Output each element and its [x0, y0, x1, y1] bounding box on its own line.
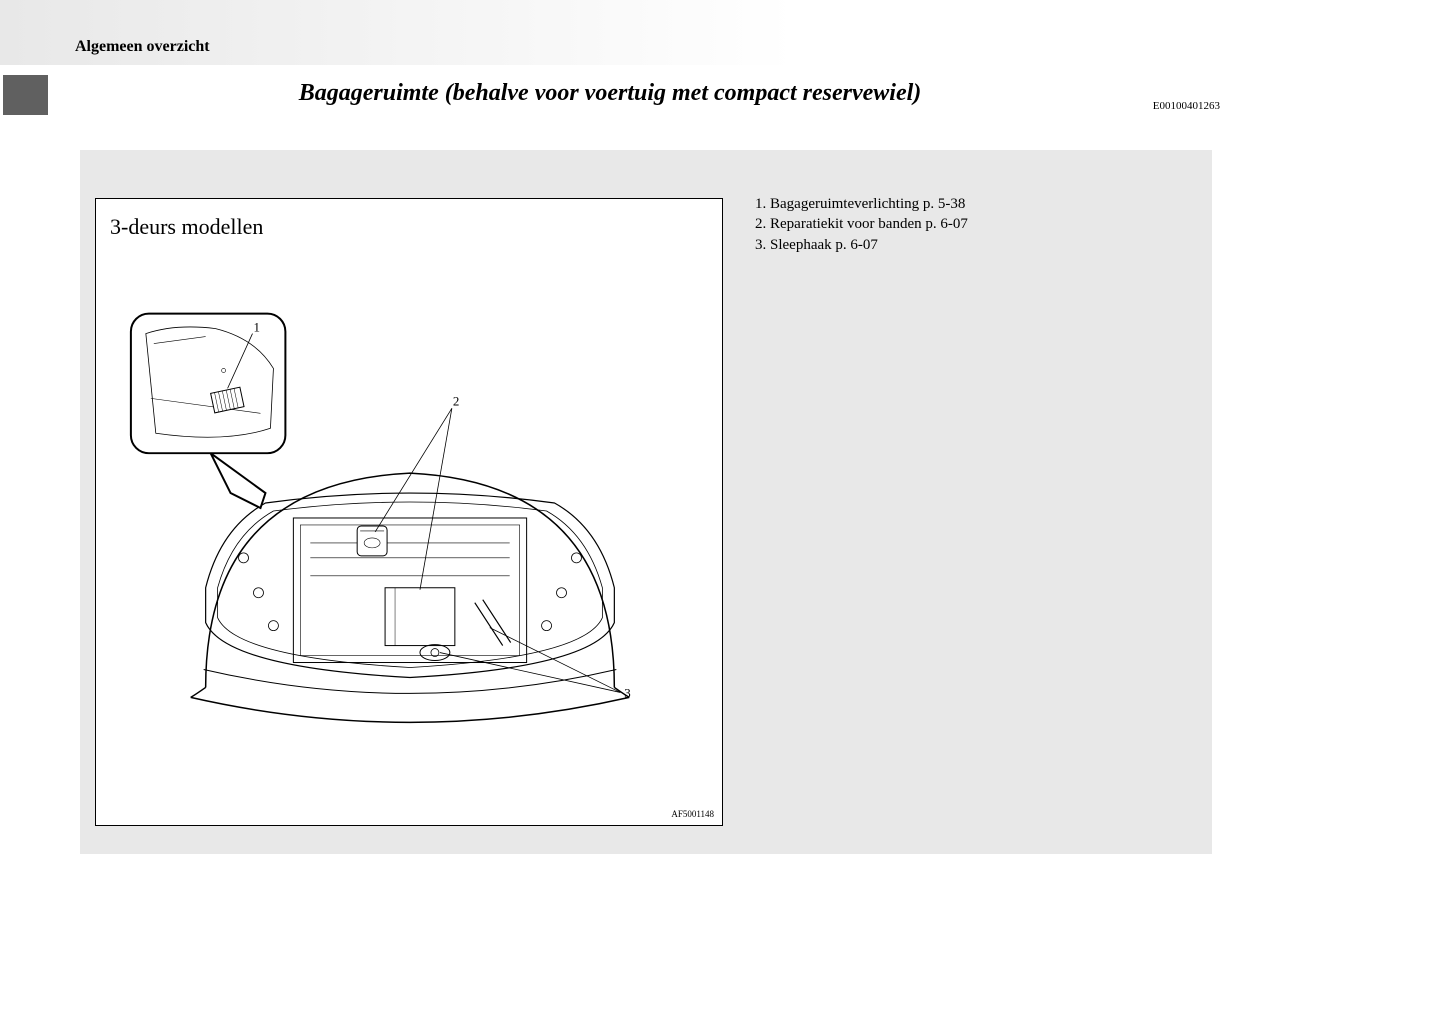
section-label: Algemeen overzicht: [75, 38, 210, 56]
page-title: Bagageruimte (behalve voor voertuig met …: [0, 80, 1220, 107]
figure-id: AF5001148: [671, 809, 714, 819]
legend-item: Sleephaak p. 6-07: [770, 235, 968, 255]
legend-item: Bagageruimteverlichting p. 5-38: [770, 194, 968, 214]
trunk-diagram: 1 2 3: [96, 199, 722, 825]
callout-2: 2: [453, 393, 459, 408]
content-block: 3-deurs modellen: [80, 150, 1212, 854]
callout-3: 3: [624, 685, 630, 700]
figure-box: 3-deurs modellen: [95, 198, 723, 826]
legend-list: Bagageruimteverlichting p. 5-38 Reparati…: [750, 194, 968, 255]
legend-item: Reparatiekit voor banden p. 6-07: [770, 214, 968, 234]
callout-1: 1: [253, 320, 259, 335]
reference-number: E00100401263: [1153, 100, 1220, 112]
